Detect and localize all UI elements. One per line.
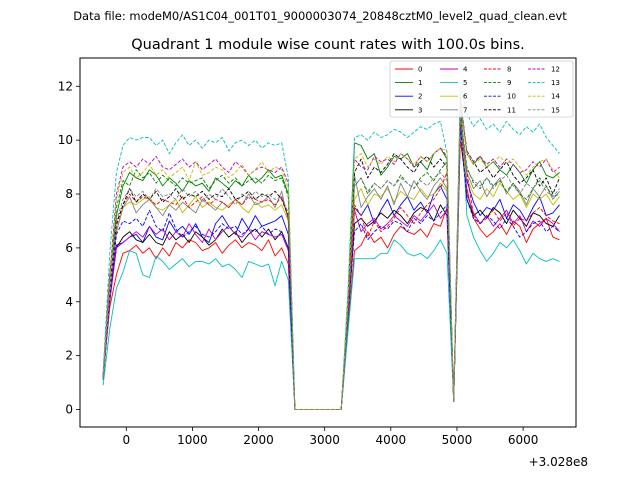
series-line-15 (102, 115, 560, 410)
legend-label: 9 (507, 79, 511, 87)
legend-label: 15 (551, 106, 560, 114)
legend-label: 3 (418, 106, 422, 114)
x-tick-label: 6000 (508, 433, 539, 447)
y-tick-label: 10 (58, 133, 73, 147)
legend-label: 14 (551, 93, 560, 101)
figure-suptitle: Data file: modeM0/AS1C04_001T01_90000030… (73, 9, 567, 23)
plot-frame (79, 57, 577, 428)
legend-label: 10 (507, 93, 516, 101)
x-tick-label: 5000 (442, 433, 473, 447)
legend-label: 4 (463, 66, 468, 74)
y-tick-label: 8 (65, 187, 73, 201)
x-tick-label: 2000 (243, 433, 274, 447)
x-tick-label: 1000 (177, 433, 208, 447)
legend-label: 5 (463, 79, 467, 87)
legend-label: 8 (507, 66, 511, 74)
chart-title: Quadrant 1 module wise count rates with … (131, 37, 525, 53)
x-offset-label: +3.028e8 (529, 455, 588, 469)
legend-label: 11 (507, 106, 516, 114)
y-tick-label: 2 (65, 349, 73, 363)
y-tick-label: 6 (65, 241, 73, 255)
legend-label: 0 (418, 66, 422, 74)
y-tick-label: 4 (65, 295, 73, 309)
x-tick-label: 3000 (309, 433, 340, 447)
x-tick-label: 0 (122, 433, 130, 447)
legend-label: 7 (463, 106, 467, 114)
legend-label: 12 (551, 66, 560, 74)
legend-label: 1 (418, 79, 422, 87)
legend-box (389, 60, 574, 118)
legend-label: 6 (463, 93, 468, 101)
x-tick-label: 4000 (376, 433, 407, 447)
legend-label: 13 (551, 79, 560, 87)
series-layer (102, 85, 560, 410)
y-tick-label: 12 (58, 79, 73, 93)
y-tick-label: 0 (65, 402, 73, 416)
legend-label: 2 (418, 93, 422, 101)
